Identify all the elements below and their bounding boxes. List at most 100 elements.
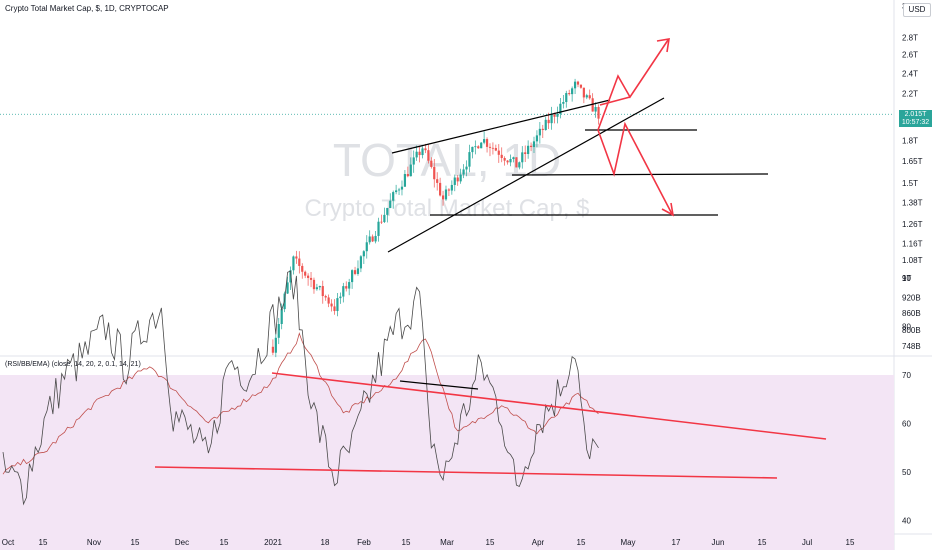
candle-body [321, 286, 324, 297]
candle-body [371, 236, 374, 242]
candle-body [500, 154, 503, 159]
projection-arrows[interactable] [597, 38, 675, 217]
candle-body [356, 268, 360, 274]
price-axis-label: 1.38T [902, 199, 923, 208]
candle-body [280, 309, 283, 325]
rsi-axis: 90807060504030 [902, 274, 911, 526]
wedge-upper-line[interactable] [391, 99, 611, 154]
candle-body [298, 258, 301, 266]
candle-body [535, 135, 539, 142]
price-axis-label: 860B [902, 309, 921, 318]
candle-body [512, 157, 515, 160]
time-axis-label: 15 [402, 538, 411, 547]
candle-body [403, 174, 407, 187]
black-trend-lines[interactable] [387, 97, 769, 390]
candle-body [465, 166, 468, 170]
time-axis[interactable]: Oct 15 Nov 15 Dec 15 2021 18 Feb 15 Mar 15 Apr 15 May 1… [2, 538, 855, 547]
candle-body [324, 296, 327, 298]
rsi-axis-label: 60 [902, 420, 911, 429]
candle-body [573, 81, 577, 89]
time-axis-label: 15 [131, 538, 140, 547]
candle-body [374, 235, 377, 242]
bullish-projection-arrow[interactable] [597, 39, 669, 131]
price-axis-label: 1.16T [902, 239, 923, 248]
candle-body [359, 256, 363, 269]
candle-body [453, 177, 456, 185]
candle-body [550, 114, 553, 124]
rsi-red-trend-lines[interactable] [154, 372, 827, 479]
candle-body [333, 306, 336, 312]
rsi-axis-label: 90 [902, 274, 911, 283]
candle-body [541, 128, 544, 131]
price-axis-label: 1.5T [902, 179, 918, 188]
time-axis-label: 17 [672, 538, 681, 547]
rsi-band [0, 375, 894, 550]
candle-body [397, 189, 401, 191]
candle-body [395, 190, 398, 193]
bearish-arrow-head [661, 202, 675, 217]
candle-body [515, 157, 518, 168]
candle-body [462, 169, 465, 175]
rsi-support-line[interactable] [154, 466, 778, 479]
candle-body [309, 277, 313, 280]
candle-body [292, 256, 295, 271]
candle-body [330, 303, 333, 307]
candle-body [480, 142, 483, 149]
candle-body [318, 286, 321, 288]
candle-body [524, 152, 527, 155]
candle-body [441, 195, 445, 200]
candle-body [532, 141, 536, 148]
candle-body [315, 287, 319, 290]
wedge-target-line[interactable] [599, 96, 631, 106]
candle-body [312, 279, 316, 290]
time-axis-label: Jun [712, 538, 725, 547]
candle-body [509, 159, 512, 163]
candle-body [380, 221, 383, 223]
candle-body [427, 150, 430, 161]
currency-button[interactable]: USD [903, 3, 931, 17]
time-axis-label: 2021 [264, 538, 282, 547]
candle-body [400, 186, 404, 190]
support-line-2[interactable] [511, 173, 769, 176]
candle-body [562, 102, 565, 104]
candle-body [553, 114, 556, 117]
rsi-black-trend-line[interactable] [399, 380, 479, 390]
time-axis-label: Jul [802, 538, 812, 547]
candle-body [491, 147, 495, 149]
candle-body [362, 251, 365, 257]
candle-body [353, 270, 357, 274]
price-axis-label: 2.4T [902, 69, 918, 78]
candle-body [430, 160, 433, 167]
time-axis-label: Nov [87, 538, 101, 547]
candle-body [274, 337, 277, 353]
candle-body [406, 174, 409, 177]
price-axis[interactable]: 2.8T2.6T2.4T2.2T2T1.8T1.65T1.5T1.38T1.26… [902, 33, 923, 351]
candle-body [588, 95, 591, 99]
candle-body [415, 151, 418, 158]
candle-body [571, 88, 574, 95]
candle-body [506, 160, 509, 163]
candle-body [594, 107, 597, 112]
price-axis-label: 1T [902, 274, 911, 283]
candle-body [439, 182, 442, 196]
candle-body [568, 93, 571, 95]
price-axis-label: 1.8T [902, 137, 918, 146]
rsi-axis-label: 80 [902, 323, 911, 332]
candle-body [518, 162, 521, 168]
time-axis-label: 15 [846, 538, 855, 547]
time-axis-label: Feb [357, 538, 371, 547]
rsi-resistance-line[interactable] [271, 372, 827, 440]
time-axis-label: Apr [532, 538, 545, 547]
price-axis-label: 1.26T [902, 220, 923, 229]
candle-body [485, 139, 489, 147]
rsi-axis-label: 40 [902, 517, 911, 526]
candle-body [289, 270, 292, 283]
candle-body [436, 179, 439, 183]
bearish-projection-arrow[interactable] [597, 121, 673, 215]
candle-body [368, 236, 371, 243]
watermark-name: Crypto Total Market Cap, $ [304, 195, 589, 222]
rsi-ema-line [2, 332, 599, 475]
candle-body [365, 242, 368, 252]
candle-body [351, 270, 354, 283]
